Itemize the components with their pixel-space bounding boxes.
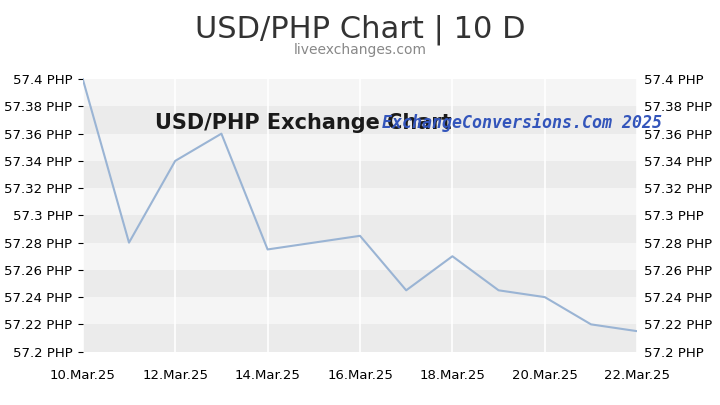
Bar (83, 161, 637, 188)
Bar (83, 243, 637, 270)
Bar (83, 215, 637, 243)
Bar (83, 270, 637, 297)
Text: ExchangeConversions.Com 2025: ExchangeConversions.Com 2025 (382, 113, 662, 132)
Bar (83, 188, 637, 215)
Text: USD/PHP Chart | 10 D: USD/PHP Chart | 10 D (194, 14, 526, 45)
Bar (83, 134, 637, 161)
Bar (83, 297, 637, 324)
Bar (83, 107, 637, 134)
Text: liveexchanges.com: liveexchanges.com (294, 43, 426, 57)
Bar (83, 324, 637, 352)
Bar (83, 79, 637, 107)
Text: USD/PHP Exchange Chart: USD/PHP Exchange Chart (155, 113, 451, 133)
